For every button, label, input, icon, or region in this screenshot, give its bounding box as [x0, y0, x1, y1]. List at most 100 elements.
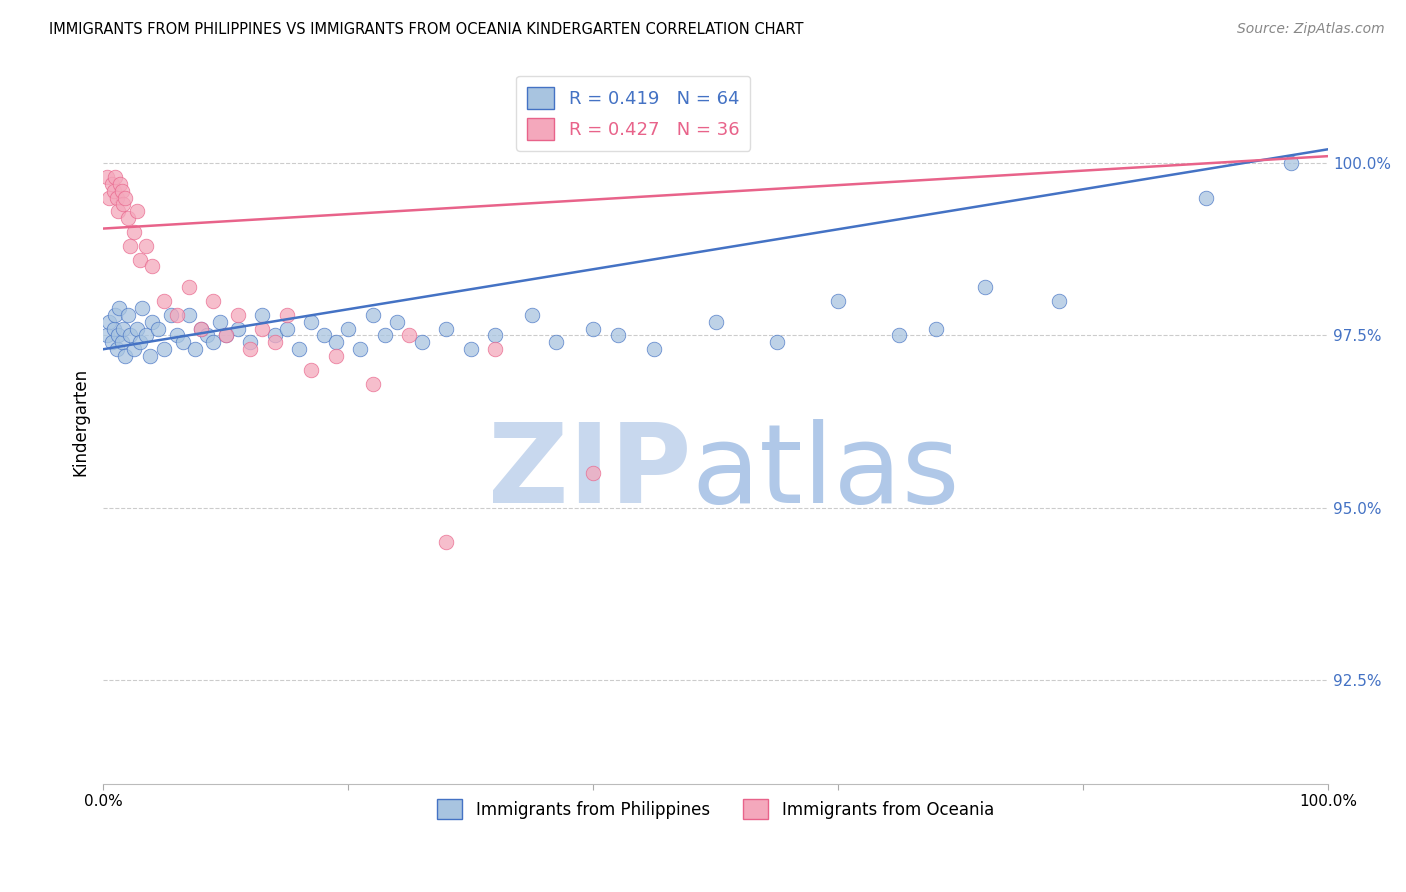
Point: [1279, 156, 1302, 170]
Point: [117, 308, 139, 322]
Point: [827, 293, 849, 308]
Point: [166, 328, 188, 343]
Point: [1047, 293, 1070, 308]
Point: [141, 260, 163, 274]
Text: ZIP: ZIP: [488, 419, 692, 526]
Point: [643, 343, 665, 357]
Point: [582, 321, 605, 335]
Point: [159, 308, 181, 322]
Point: [100, 177, 122, 191]
Point: [208, 315, 231, 329]
Point: [214, 328, 236, 343]
Point: [434, 535, 457, 549]
Point: [226, 308, 249, 322]
Point: [263, 328, 285, 343]
Point: [202, 293, 225, 308]
Point: [276, 308, 298, 322]
Point: [374, 328, 396, 343]
Point: [766, 335, 789, 350]
Point: [606, 328, 628, 343]
Point: [239, 335, 262, 350]
Point: [361, 376, 384, 391]
Point: [105, 190, 128, 204]
Point: [337, 321, 360, 335]
Point: [190, 321, 212, 335]
Point: [546, 335, 568, 350]
Point: [484, 328, 506, 343]
Point: [108, 301, 131, 315]
Point: [460, 343, 482, 357]
Point: [110, 335, 132, 350]
Point: [299, 315, 322, 329]
Text: atlas: atlas: [692, 419, 960, 526]
Point: [385, 315, 408, 329]
Point: [104, 308, 127, 322]
Point: [103, 321, 125, 335]
Point: [398, 328, 420, 343]
Point: [120, 328, 142, 343]
Point: [177, 308, 200, 322]
Point: [195, 328, 218, 343]
Point: [127, 204, 149, 219]
Point: [103, 184, 125, 198]
Point: [263, 335, 285, 350]
Point: [361, 308, 384, 322]
Point: [202, 335, 225, 350]
Point: [166, 308, 188, 322]
Point: [226, 321, 249, 335]
Point: [889, 328, 911, 343]
Point: [138, 349, 160, 363]
Point: [484, 343, 506, 357]
Point: [135, 328, 157, 343]
Point: [120, 239, 142, 253]
Point: [111, 321, 134, 335]
Point: [349, 343, 371, 357]
Point: [114, 190, 136, 204]
Point: [104, 169, 127, 184]
Point: [141, 315, 163, 329]
Point: [312, 328, 335, 343]
Point: [582, 467, 605, 481]
Point: [325, 335, 347, 350]
Point: [172, 335, 194, 350]
Point: [114, 349, 136, 363]
Point: [98, 315, 121, 329]
Point: [107, 204, 129, 219]
Point: [214, 328, 236, 343]
Point: [110, 177, 132, 191]
Point: [239, 343, 262, 357]
Point: [122, 225, 145, 239]
Point: [252, 321, 274, 335]
Point: [148, 321, 170, 335]
Point: [299, 363, 322, 377]
Point: [128, 252, 150, 267]
Point: [190, 321, 212, 335]
Point: [153, 343, 176, 357]
Point: [111, 197, 134, 211]
Point: [100, 335, 122, 350]
Point: [127, 321, 149, 335]
Point: [177, 280, 200, 294]
Point: [122, 343, 145, 357]
Point: [1194, 190, 1216, 204]
Legend: Immigrants from Philippines, Immigrants from Oceania: Immigrants from Philippines, Immigrants …: [430, 792, 1001, 826]
Y-axis label: Kindergarten: Kindergarten: [72, 368, 89, 475]
Point: [252, 308, 274, 322]
Point: [135, 239, 157, 253]
Point: [411, 335, 433, 350]
Point: [131, 301, 153, 315]
Point: [520, 308, 543, 322]
Text: Source: ZipAtlas.com: Source: ZipAtlas.com: [1237, 22, 1385, 37]
Text: IMMIGRANTS FROM PHILIPPINES VS IMMIGRANTS FROM OCEANIA KINDERGARTEN CORRELATION : IMMIGRANTS FROM PHILIPPINES VS IMMIGRANT…: [49, 22, 804, 37]
Point: [128, 335, 150, 350]
Point: [98, 190, 121, 204]
Point: [96, 169, 118, 184]
Point: [704, 315, 727, 329]
Point: [117, 211, 139, 226]
Point: [107, 328, 129, 343]
Point: [276, 321, 298, 335]
Point: [974, 280, 997, 294]
Point: [96, 328, 118, 343]
Point: [105, 343, 128, 357]
Point: [184, 343, 207, 357]
